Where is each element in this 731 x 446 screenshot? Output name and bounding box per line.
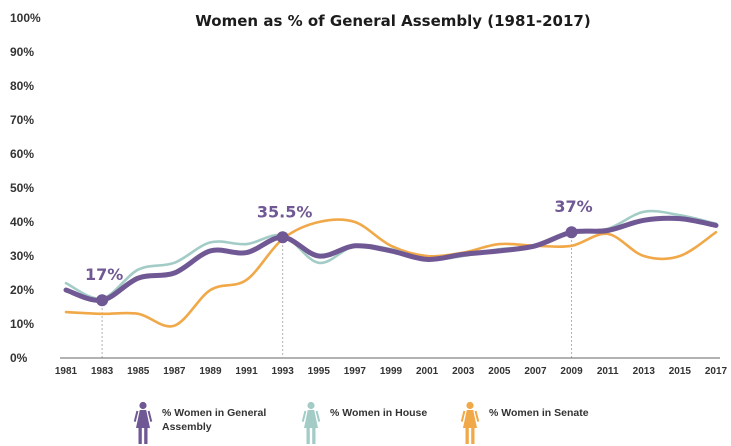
annotation-label: 17% [85,265,123,284]
series-line-women-in-senate [64,218,718,328]
x-axis-ticks: 1981 1983 1985 1987 1989 1991 1993 1995 1997 1999… [55,366,728,377]
x-tick-label: 1997 [344,366,367,377]
annotation-labels: 17% 35.5% 37% [85,197,593,284]
legend-label: % Women in House [330,407,427,419]
y-axis-ticks: 0% 10% 20% 30% 40% 50% 60% 70% 80% 90% 100% [10,11,41,365]
legend-label: % Women in General [162,407,266,419]
x-tick-label: 1983 [91,366,114,377]
annotation-marker [565,226,578,239]
y-tick-label: 40% [10,215,34,229]
y-tick-label: 10% [10,317,34,331]
y-tick-label: 60% [10,147,34,161]
woman-figure-icon [460,401,480,444]
x-tick-label: 1999 [380,366,403,377]
x-tick-label: 1987 [163,366,186,377]
y-tick-label: 20% [10,283,34,297]
annotation-reference-lines [101,232,573,358]
x-tick-label: 1993 [272,366,295,377]
x-tick-label: 2007 [524,366,547,377]
chart-title: Women as % of General Assembly (1981-201… [195,12,590,30]
woman-figure-icon [301,401,321,444]
x-tick-label: 2005 [488,366,511,377]
series-line-women-in-house [64,209,718,300]
annotation-label: 35.5% [257,202,313,221]
legend-label: Assembly [162,421,212,433]
annotation-markers [96,226,578,307]
x-tick-label: 2013 [633,366,656,377]
x-tick-label: 2011 [597,366,619,377]
x-tick-label: 1985 [127,366,150,377]
x-tick-label: 1991 [235,366,258,377]
y-tick-label: 100% [10,11,41,25]
x-tick-label: 2003 [452,366,475,377]
x-tick-label: 2017 [705,366,728,377]
legend-item: % Women in Senate [460,401,589,444]
x-tick-label: 2009 [560,366,583,377]
x-tick-label: 1995 [308,366,331,377]
series-lines [63,209,719,328]
legend: % Women in General Assembly % Women in Hou… [133,401,589,444]
y-tick-label: 70% [10,113,34,127]
x-tick-label: 2001 [416,366,439,377]
series-line-women-in-general-assembly [63,215,719,303]
x-tick-label: 2015 [669,366,692,377]
y-tick-label: 80% [10,79,34,93]
x-tick-label: 1981 [55,366,78,377]
y-tick-label: 90% [10,45,34,59]
legend-item: % Women in General Assembly [133,401,266,444]
y-tick-label: 30% [10,249,34,263]
annotation-marker [96,294,109,307]
y-tick-label: 0% [10,351,28,365]
x-tick-label: 1989 [199,366,222,377]
annotation-label: 37% [554,197,592,216]
annotation-marker [276,231,289,244]
legend-item: % Women in House [301,401,427,444]
y-tick-label: 50% [10,181,34,195]
woman-figure-icon [133,401,153,444]
legend-label: % Women in Senate [489,407,589,419]
